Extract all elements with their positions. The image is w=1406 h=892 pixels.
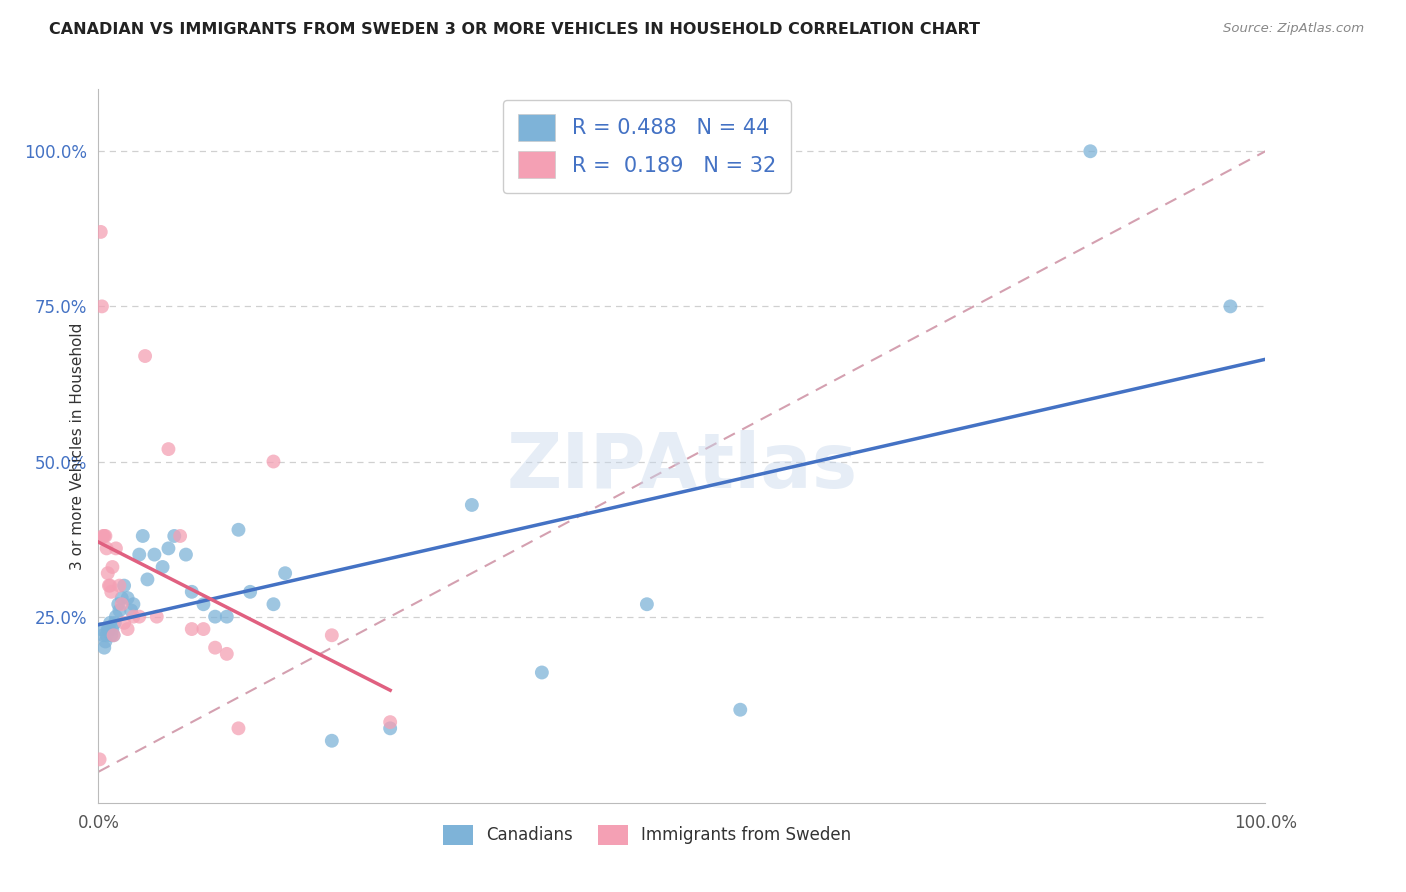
Point bbox=[104, 609, 127, 624]
Point bbox=[461, 498, 484, 512]
Point bbox=[90, 225, 112, 239]
Point bbox=[90, 299, 112, 313]
Point bbox=[91, 529, 114, 543]
Point bbox=[128, 548, 150, 562]
Point bbox=[98, 615, 121, 630]
Point bbox=[193, 597, 215, 611]
Point bbox=[174, 548, 197, 562]
Point bbox=[169, 529, 191, 543]
Point bbox=[157, 442, 180, 456]
Text: ZIPAtlas: ZIPAtlas bbox=[506, 431, 858, 504]
Point bbox=[103, 628, 125, 642]
Point bbox=[1080, 145, 1102, 159]
Point bbox=[108, 603, 131, 617]
Point bbox=[193, 622, 215, 636]
Point bbox=[117, 622, 139, 636]
Text: CANADIAN VS IMMIGRANTS FROM SWEDEN 3 OR MORE VEHICLES IN HOUSEHOLD CORRELATION C: CANADIAN VS IMMIGRANTS FROM SWEDEN 3 OR … bbox=[49, 22, 980, 37]
Point bbox=[128, 609, 150, 624]
Point bbox=[530, 665, 553, 680]
Point bbox=[97, 622, 120, 636]
Point bbox=[228, 523, 250, 537]
Point bbox=[112, 615, 135, 630]
Point bbox=[380, 715, 402, 730]
Point bbox=[100, 584, 122, 599]
Point bbox=[112, 579, 135, 593]
Point bbox=[321, 733, 343, 747]
Point bbox=[321, 628, 343, 642]
Point bbox=[103, 628, 125, 642]
Point bbox=[93, 529, 115, 543]
Legend: Canadians, Immigrants from Sweden: Canadians, Immigrants from Sweden bbox=[436, 818, 858, 852]
Point bbox=[107, 597, 129, 611]
Point bbox=[108, 579, 131, 593]
Point bbox=[98, 579, 121, 593]
Point bbox=[730, 703, 752, 717]
Point bbox=[97, 566, 120, 581]
Point bbox=[90, 622, 112, 636]
Point bbox=[122, 609, 145, 624]
Point bbox=[104, 541, 127, 556]
Point bbox=[89, 752, 111, 766]
Point bbox=[215, 647, 238, 661]
Point bbox=[143, 548, 166, 562]
Point bbox=[91, 628, 114, 642]
Point bbox=[228, 722, 250, 736]
Point bbox=[163, 529, 186, 543]
Point bbox=[380, 722, 402, 736]
Point bbox=[96, 541, 118, 556]
Point bbox=[97, 579, 120, 593]
Point bbox=[101, 560, 124, 574]
Point bbox=[136, 573, 159, 587]
Point bbox=[180, 622, 202, 636]
Point bbox=[94, 529, 117, 543]
Point bbox=[132, 529, 155, 543]
Y-axis label: 3 or more Vehicles in Household: 3 or more Vehicles in Household bbox=[69, 322, 84, 570]
Point bbox=[120, 603, 142, 617]
Point bbox=[636, 597, 658, 611]
Point bbox=[204, 640, 226, 655]
Point bbox=[204, 609, 226, 624]
Point bbox=[180, 584, 202, 599]
Point bbox=[157, 541, 180, 556]
Point bbox=[111, 597, 134, 611]
Point bbox=[100, 628, 122, 642]
Point bbox=[93, 640, 115, 655]
Point bbox=[262, 454, 284, 468]
Point bbox=[1219, 299, 1241, 313]
Point bbox=[101, 622, 124, 636]
Text: Source: ZipAtlas.com: Source: ZipAtlas.com bbox=[1223, 22, 1364, 36]
Point bbox=[122, 597, 145, 611]
Point bbox=[239, 584, 262, 599]
Point bbox=[96, 628, 118, 642]
Point bbox=[262, 597, 284, 611]
Point bbox=[215, 609, 238, 624]
Point bbox=[117, 591, 139, 605]
Point bbox=[104, 615, 127, 630]
Point bbox=[134, 349, 156, 363]
Point bbox=[152, 560, 174, 574]
Point bbox=[274, 566, 297, 581]
Point bbox=[97, 622, 120, 636]
Point bbox=[111, 591, 134, 605]
Point bbox=[94, 634, 117, 648]
Point bbox=[146, 609, 169, 624]
